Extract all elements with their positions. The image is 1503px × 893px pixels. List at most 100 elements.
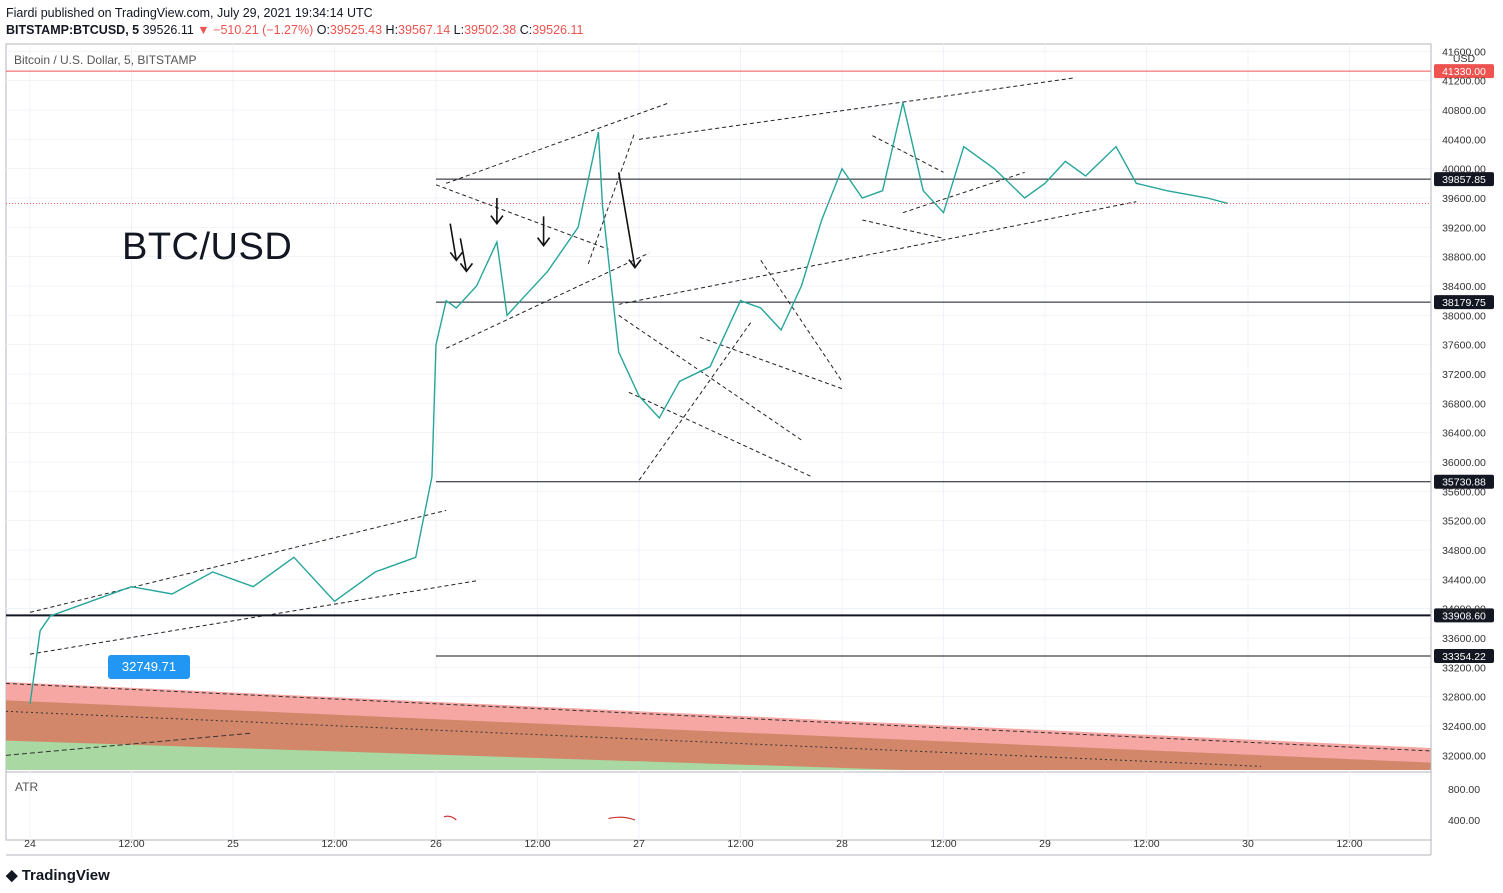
trendline <box>862 219 944 239</box>
price-tick-label: 37600.00 <box>1442 340 1486 352</box>
trendline <box>29 509 447 613</box>
time-tick-label: 30 <box>1242 838 1254 850</box>
price-tick-label: 40000.00 <box>1442 164 1486 176</box>
price-callout[interactable]: 32749.71 <box>108 655 190 679</box>
level-tag <box>1434 172 1494 187</box>
trendline <box>628 391 812 478</box>
price-tick-label: 39200.00 <box>1442 222 1486 234</box>
logo-text: TradingView <box>21 867 110 884</box>
arrow <box>490 198 504 226</box>
time-tick-label: 29 <box>1039 838 1051 850</box>
arrow <box>536 216 551 248</box>
trendline <box>618 201 1137 305</box>
price-tick-label: 32800.00 <box>1442 692 1486 704</box>
trendline <box>587 131 636 265</box>
price-series <box>6 102 1431 705</box>
high-value: 39567.14 <box>398 23 451 37</box>
time-tick-label: 12:00 <box>118 838 144 850</box>
trendline <box>638 322 752 481</box>
low-value: 39502.38 <box>464 23 517 37</box>
currency-label: USD <box>1453 53 1476 65</box>
open-value: 39525.43 <box>329 23 383 37</box>
level-tag-label: 35730.88 <box>1442 477 1486 489</box>
level-tag <box>1434 649 1494 664</box>
trendline <box>760 260 843 382</box>
price-tick-label: 40800.00 <box>1442 105 1486 117</box>
logo-icon: ◆ <box>6 867 22 884</box>
level-tag <box>1434 64 1494 79</box>
time-axis: 24 12:00 25 12:00 26 12:00 27 12:00 28 12:00 29 12:… <box>6 838 1431 856</box>
price-tick-label: 35600.00 <box>1442 486 1486 498</box>
price-tick-label: 37200.00 <box>1442 369 1486 381</box>
horizontal-levels: 41330.00 39857.85 38179.75 35730.88 33908.60… <box>6 64 1494 664</box>
time-tick-label: 25 <box>227 838 239 850</box>
close-label: C: <box>519 23 533 37</box>
ticker-line: BITSTAMP:BTCUSD, 5 39526.11 ▼ −510.21 (−… <box>6 22 583 39</box>
level-tag-label: 39857.85 <box>1442 174 1486 186</box>
trendline <box>445 102 670 184</box>
level-tag-label: 38179.75 <box>1442 297 1486 309</box>
ticker-symbol: BITSTAMP:BTCUSD, 5 <box>6 23 140 37</box>
publisher-line: Fiardi published on TradingView.com, Jul… <box>6 6 373 20</box>
high-label: H: <box>385 23 399 37</box>
price-tick-label: 41200.00 <box>1442 76 1486 88</box>
price-tick-label: 38800.00 <box>1442 252 1486 264</box>
series-title: Bitcoin / U.S. Dollar, 5, BITSTAMP <box>14 53 197 67</box>
atr-label: ATR <box>15 780 39 794</box>
price-tick-label: 34400.00 <box>1442 574 1486 586</box>
price-axis: 41600.00 41200.00 40800.00 40400.00 40000.00… <box>1430 44 1486 855</box>
trendline <box>638 77 1076 140</box>
level-tag-label: 33354.22 <box>1442 651 1486 663</box>
level-tag-label: 33908.60 <box>1442 610 1486 622</box>
low-label: L: <box>453 23 465 37</box>
level-tag <box>1434 608 1494 623</box>
price-tick-label: 40400.00 <box>1442 134 1486 146</box>
time-tick-label: 12:00 <box>930 838 956 850</box>
price-tick-label: 41600.00 <box>1442 46 1486 58</box>
band-mid-line <box>5 710 1262 767</box>
trendline <box>435 184 609 250</box>
price-line <box>29 102 1228 705</box>
price-tick-label: 36400.00 <box>1442 428 1486 440</box>
price-tick-label: 34800.00 <box>1442 545 1486 557</box>
volume-profile-bands <box>5 682 1432 770</box>
trendline <box>872 135 944 173</box>
arrow <box>449 223 463 262</box>
price-tick-label: 32400.00 <box>1442 721 1486 733</box>
chart-watermark: BTC/USD <box>122 226 293 268</box>
level-tag <box>1434 474 1494 489</box>
time-tick-label: 24 <box>24 838 36 850</box>
atr-line <box>608 816 636 821</box>
price-tick-label: 32000.00 <box>1442 750 1486 762</box>
open-label: O: <box>316 23 330 37</box>
trendline <box>618 314 802 441</box>
time-tick-label: 12:00 <box>1133 838 1159 850</box>
time-tick-label: 12:00 <box>321 838 347 850</box>
time-tick-label: 26 <box>430 838 442 850</box>
price-tick-label: 33600.00 <box>1442 633 1486 645</box>
level-tag <box>1434 295 1494 310</box>
hand-drawn-arrows <box>449 172 642 273</box>
change-arrow: ▼ <box>197 23 210 37</box>
close-value: 39526.11 <box>532 23 584 37</box>
price-tick-label: 38000.00 <box>1442 310 1486 322</box>
trendline <box>445 252 650 349</box>
tradingview-logo[interactable]: ◆ TradingView <box>6 866 110 884</box>
price-tick-label: 35200.00 <box>1442 516 1486 528</box>
time-tick-label: 12:00 <box>727 838 753 850</box>
atr-tick-label: 400.00 <box>1448 815 1480 827</box>
price-tick-label: 38400.00 <box>1442 281 1486 293</box>
arrow <box>617 172 642 270</box>
level-tag-label: 41330.00 <box>1442 66 1486 78</box>
time-tick-label: 12:00 <box>1336 838 1362 850</box>
price-tick-label: 36000.00 <box>1442 457 1486 469</box>
last-price: 39526.11 <box>142 23 194 37</box>
atr-line <box>443 815 457 821</box>
atr-tick-label: 800.00 <box>1448 784 1480 796</box>
time-tick-label: 27 <box>633 838 645 850</box>
trendlines <box>29 77 1137 655</box>
arrow <box>459 238 474 273</box>
band-green <box>6 740 906 770</box>
price-tick-label: 39600.00 <box>1442 193 1486 205</box>
